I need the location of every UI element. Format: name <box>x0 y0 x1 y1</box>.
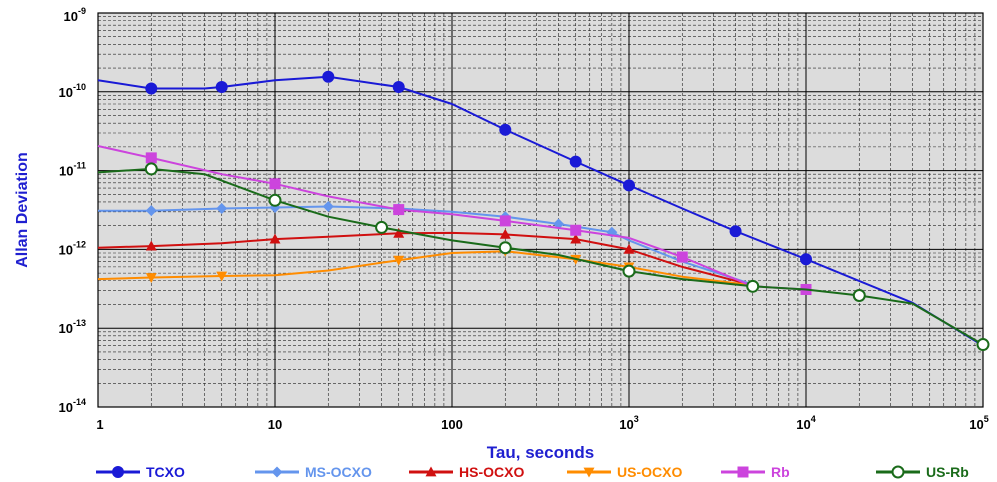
data-point <box>570 233 582 244</box>
series-line <box>97 231 753 287</box>
legend-marker <box>112 466 124 478</box>
x-tick-label: 105 <box>969 414 988 432</box>
major-gridlines <box>98 13 983 407</box>
legend-item-us-rb: US-Rb <box>876 464 969 480</box>
data-point <box>499 123 512 136</box>
data-point <box>269 178 281 190</box>
legend-item-tcxo: TCXO <box>96 464 185 480</box>
data-point <box>393 227 405 238</box>
data-point <box>570 224 582 236</box>
legend-label: US-OCXO <box>617 464 682 480</box>
series-line <box>97 167 984 346</box>
data-point <box>322 70 335 83</box>
legend-label: HS-OCXO <box>459 464 524 480</box>
legend-marker <box>271 466 283 478</box>
y-axis-title: Allan Deviation <box>14 152 31 268</box>
x-tick-label: 10 <box>268 417 282 432</box>
legend-item-us-ocxo: US-OCXO <box>567 464 682 480</box>
data-point <box>215 81 228 94</box>
series-tcxo <box>97 70 984 347</box>
legend-label: TCXO <box>146 464 185 480</box>
data-point <box>622 264 636 278</box>
y-tick-label: 10-10 <box>59 82 86 100</box>
series-line <box>97 250 753 287</box>
legend-marker <box>583 467 595 478</box>
x-tick-labels: 1 10 100 103 104 105 <box>96 414 988 432</box>
data-point <box>976 338 990 352</box>
y-tick-label: 10-9 <box>64 6 86 24</box>
data-point <box>216 271 228 282</box>
y-tick-labels: 10-9 10-10 10-11 10-12 10-13 10-14 <box>59 6 86 415</box>
legend-item-hs-ocxo: HS-OCXO <box>409 464 524 480</box>
y-tick-label: 10-11 <box>59 161 86 179</box>
y-tick-label: 10-12 <box>59 239 86 257</box>
legend-label: MS-OCXO <box>305 464 372 480</box>
data-point <box>800 253 812 266</box>
minor-gridlines <box>98 13 983 407</box>
legend-marker <box>891 465 905 479</box>
data-point <box>623 179 635 192</box>
legend-item-rb: Rb <box>721 464 790 480</box>
data-point <box>145 240 157 251</box>
data-point <box>569 155 582 168</box>
plot-background <box>98 13 983 407</box>
series-us-rb <box>97 162 990 352</box>
series-line <box>97 75 984 347</box>
data-point <box>375 220 389 234</box>
series-hs-ocxo <box>97 227 753 287</box>
series-layer <box>97 70 990 352</box>
data-point <box>852 289 866 303</box>
data-point <box>392 81 405 94</box>
legend-label: US-Rb <box>926 464 969 480</box>
data-point <box>676 251 688 263</box>
data-point <box>499 228 511 239</box>
data-point <box>322 201 334 213</box>
data-point <box>269 233 281 244</box>
y-tick-label: 10-14 <box>59 397 86 415</box>
data-point <box>216 203 228 215</box>
data-point <box>268 193 282 207</box>
legend-label: Rb <box>771 464 790 480</box>
legend: TCXO MS-OCXO HS-OCXO US-OCXO Rb US-Rb <box>96 464 969 480</box>
data-point <box>145 273 157 283</box>
data-point <box>144 162 158 176</box>
x-axis-title: Tau, seconds <box>487 443 594 462</box>
x-tick-label: 1 <box>96 417 103 432</box>
data-point <box>393 204 405 216</box>
data-point <box>145 82 158 95</box>
data-point <box>729 225 742 238</box>
x-tick-label: 103 <box>619 414 638 432</box>
data-point <box>499 215 511 227</box>
legend-marker <box>737 466 749 478</box>
data-point <box>746 279 760 293</box>
data-point <box>393 255 405 266</box>
data-point <box>145 152 157 164</box>
x-tick-label: 104 <box>796 414 815 432</box>
legend-item-ms-ocxo: MS-OCXO <box>255 464 372 480</box>
data-point <box>498 241 512 255</box>
data-point <box>145 205 157 217</box>
y-tick-label: 10-13 <box>59 318 86 336</box>
x-tick-label: 100 <box>441 417 463 432</box>
legend-marker <box>425 466 437 477</box>
data-point <box>623 243 635 254</box>
